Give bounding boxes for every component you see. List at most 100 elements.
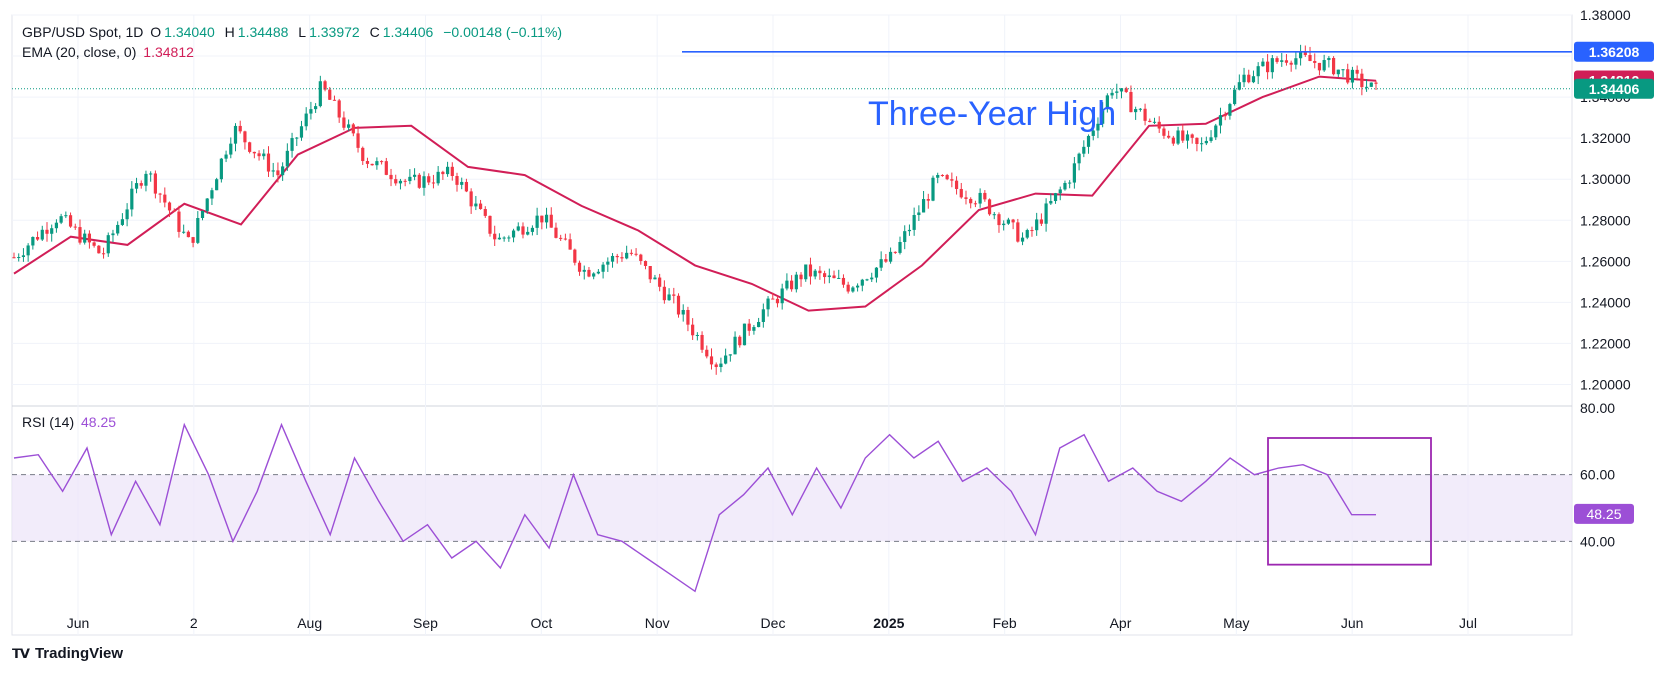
candle-body	[1011, 219, 1015, 223]
price-tick-label: 1.32000	[1580, 130, 1631, 146]
candle-body	[130, 188, 134, 210]
candle-body	[1284, 60, 1289, 63]
candle-body	[262, 153, 266, 157]
candle-body	[398, 180, 403, 184]
candle-body	[45, 229, 49, 234]
time-tick-label: 2025	[873, 615, 904, 631]
price-tick-label: 1.26000	[1580, 253, 1631, 269]
candle-body	[1181, 130, 1185, 141]
candle-body	[874, 267, 879, 278]
candle-body	[620, 257, 624, 259]
candle-body	[59, 216, 63, 223]
candle-body	[903, 231, 907, 243]
candle-body	[1110, 92, 1114, 96]
candle-body	[615, 255, 619, 258]
candle-body	[1242, 74, 1246, 83]
price-tick-label: 1.28000	[1580, 212, 1631, 228]
candle-body	[243, 131, 247, 143]
candle-body	[1171, 137, 1175, 144]
candle-body	[1185, 134, 1190, 141]
candle-body	[841, 277, 846, 285]
candle-body	[431, 182, 436, 184]
candle-body	[314, 106, 318, 110]
candle-body	[1233, 89, 1237, 105]
candle-body	[389, 174, 393, 180]
candle-body	[780, 288, 784, 304]
rsi-tick-label: 60.00	[1580, 467, 1615, 483]
candle-body	[568, 239, 572, 250]
rsi-marker	[1574, 503, 1634, 524]
candle-body	[342, 117, 346, 128]
candle-body	[403, 180, 407, 182]
candle-body	[163, 194, 167, 203]
candle-body	[1374, 82, 1378, 84]
candle-body	[229, 143, 233, 155]
legend-symbol: GBP/USD Spot, 1D	[22, 24, 144, 40]
candle-body	[978, 192, 982, 204]
candle-body	[516, 226, 520, 231]
candle-body	[1190, 134, 1194, 138]
rsi-tick-label: 40.00	[1580, 533, 1615, 549]
candle-body	[983, 192, 987, 200]
candle-body	[1039, 219, 1043, 224]
tradingview-brand[interactable]: 𝗧𝗩 TradingView	[12, 645, 123, 662]
candle-body	[695, 334, 699, 336]
candle-body	[629, 252, 633, 254]
candle-body	[1053, 193, 1058, 202]
candle-body	[1063, 182, 1067, 190]
candle-body	[969, 198, 973, 204]
candle-body	[1209, 137, 1213, 141]
candle-body	[827, 275, 831, 278]
candle-body	[851, 287, 855, 292]
candle-body	[964, 197, 968, 199]
time-tick-label: Jul	[1459, 615, 1477, 631]
candle-body	[691, 324, 695, 336]
candle-body	[497, 237, 502, 240]
candle-body	[742, 323, 747, 346]
candle-body	[526, 231, 530, 235]
candle-body	[1044, 203, 1048, 224]
candle-body	[1237, 82, 1241, 90]
time-tick-label: Nov	[645, 615, 670, 631]
candle-body	[879, 259, 883, 268]
candle-body	[907, 229, 912, 232]
candle-body	[1313, 61, 1317, 63]
candle-body	[1223, 115, 1227, 117]
candle-body	[323, 81, 327, 90]
candle-body	[1072, 163, 1076, 183]
candle-body	[1317, 62, 1322, 71]
candle-body	[422, 176, 426, 188]
candle-body	[31, 237, 35, 246]
candle-body	[700, 334, 704, 350]
candle-body	[950, 179, 954, 181]
candle-body	[375, 161, 379, 166]
candle-body	[1176, 130, 1180, 144]
candle-body	[860, 279, 864, 286]
candle-body	[511, 230, 516, 238]
candle-body	[898, 242, 902, 253]
candle-body	[384, 161, 388, 175]
candle-body	[1331, 57, 1336, 75]
candle-body	[417, 174, 421, 188]
candle-body	[808, 264, 813, 277]
candle-body	[724, 355, 728, 364]
candle-body	[945, 175, 949, 180]
candle-body	[361, 147, 365, 162]
candle-body	[158, 193, 162, 195]
time-tick-label: Feb	[993, 615, 1017, 631]
candle-body	[92, 242, 96, 246]
legend-low: L 1.33972	[298, 24, 360, 40]
candle-body	[1275, 58, 1279, 62]
candle-body	[40, 229, 44, 240]
time-tick-label: Oct	[530, 615, 552, 631]
candle-body	[643, 260, 648, 267]
candle-body	[1020, 237, 1025, 242]
candle-body	[530, 227, 535, 232]
candle-body	[295, 137, 299, 139]
candle-body	[35, 237, 40, 240]
candle-body	[474, 203, 478, 207]
candle-body	[111, 233, 115, 236]
candle-body	[799, 274, 803, 280]
candle-body	[120, 219, 124, 225]
